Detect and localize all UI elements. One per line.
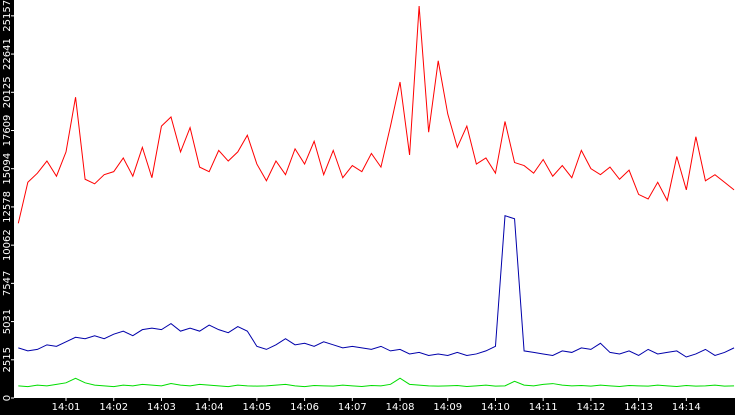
- x-tick-label: 14:01: [52, 402, 81, 413]
- y-tick-label: 25157: [2, 0, 13, 32]
- x-tick-label: 14:14: [672, 402, 701, 413]
- series-line: [18, 377, 735, 388]
- y-tick-label: 12578: [2, 191, 13, 223]
- x-tick-label: 14:03: [147, 402, 176, 413]
- y-tick-label: 2515: [2, 347, 13, 372]
- x-tick-label: 14:11: [529, 402, 558, 413]
- x-tick-label: 14:10: [481, 402, 510, 413]
- x-tick-label: 14:09: [433, 402, 462, 413]
- x-tick-label: 14:06: [290, 402, 319, 413]
- y-axis-strip: [0, 0, 14, 415]
- x-axis-strip: [0, 398, 735, 415]
- series-line: [17, 6, 735, 224]
- y-tick-label: 10062: [2, 229, 13, 261]
- y-tick-label: 22641: [2, 38, 13, 70]
- y-tick-label: 5031: [2, 309, 13, 334]
- x-tick-label: 14:13: [624, 402, 653, 413]
- x-tick-label: 14:12: [576, 402, 605, 413]
- y-tick-label: 7547: [2, 271, 13, 296]
- y-tick-label: 15094: [2, 153, 13, 185]
- x-tick-label: 14:05: [242, 402, 271, 413]
- x-tick-label: 14:04: [195, 402, 224, 413]
- x-tick-label: 14:07: [338, 402, 367, 413]
- x-tick-label: 14:02: [99, 402, 128, 413]
- y-tick-label: 20125: [2, 76, 13, 108]
- x-tick-label: 14:08: [386, 402, 415, 413]
- y-tick-label: 0: [2, 395, 13, 401]
- y-tick-label: 17609: [2, 115, 13, 147]
- series-line: [18, 215, 735, 358]
